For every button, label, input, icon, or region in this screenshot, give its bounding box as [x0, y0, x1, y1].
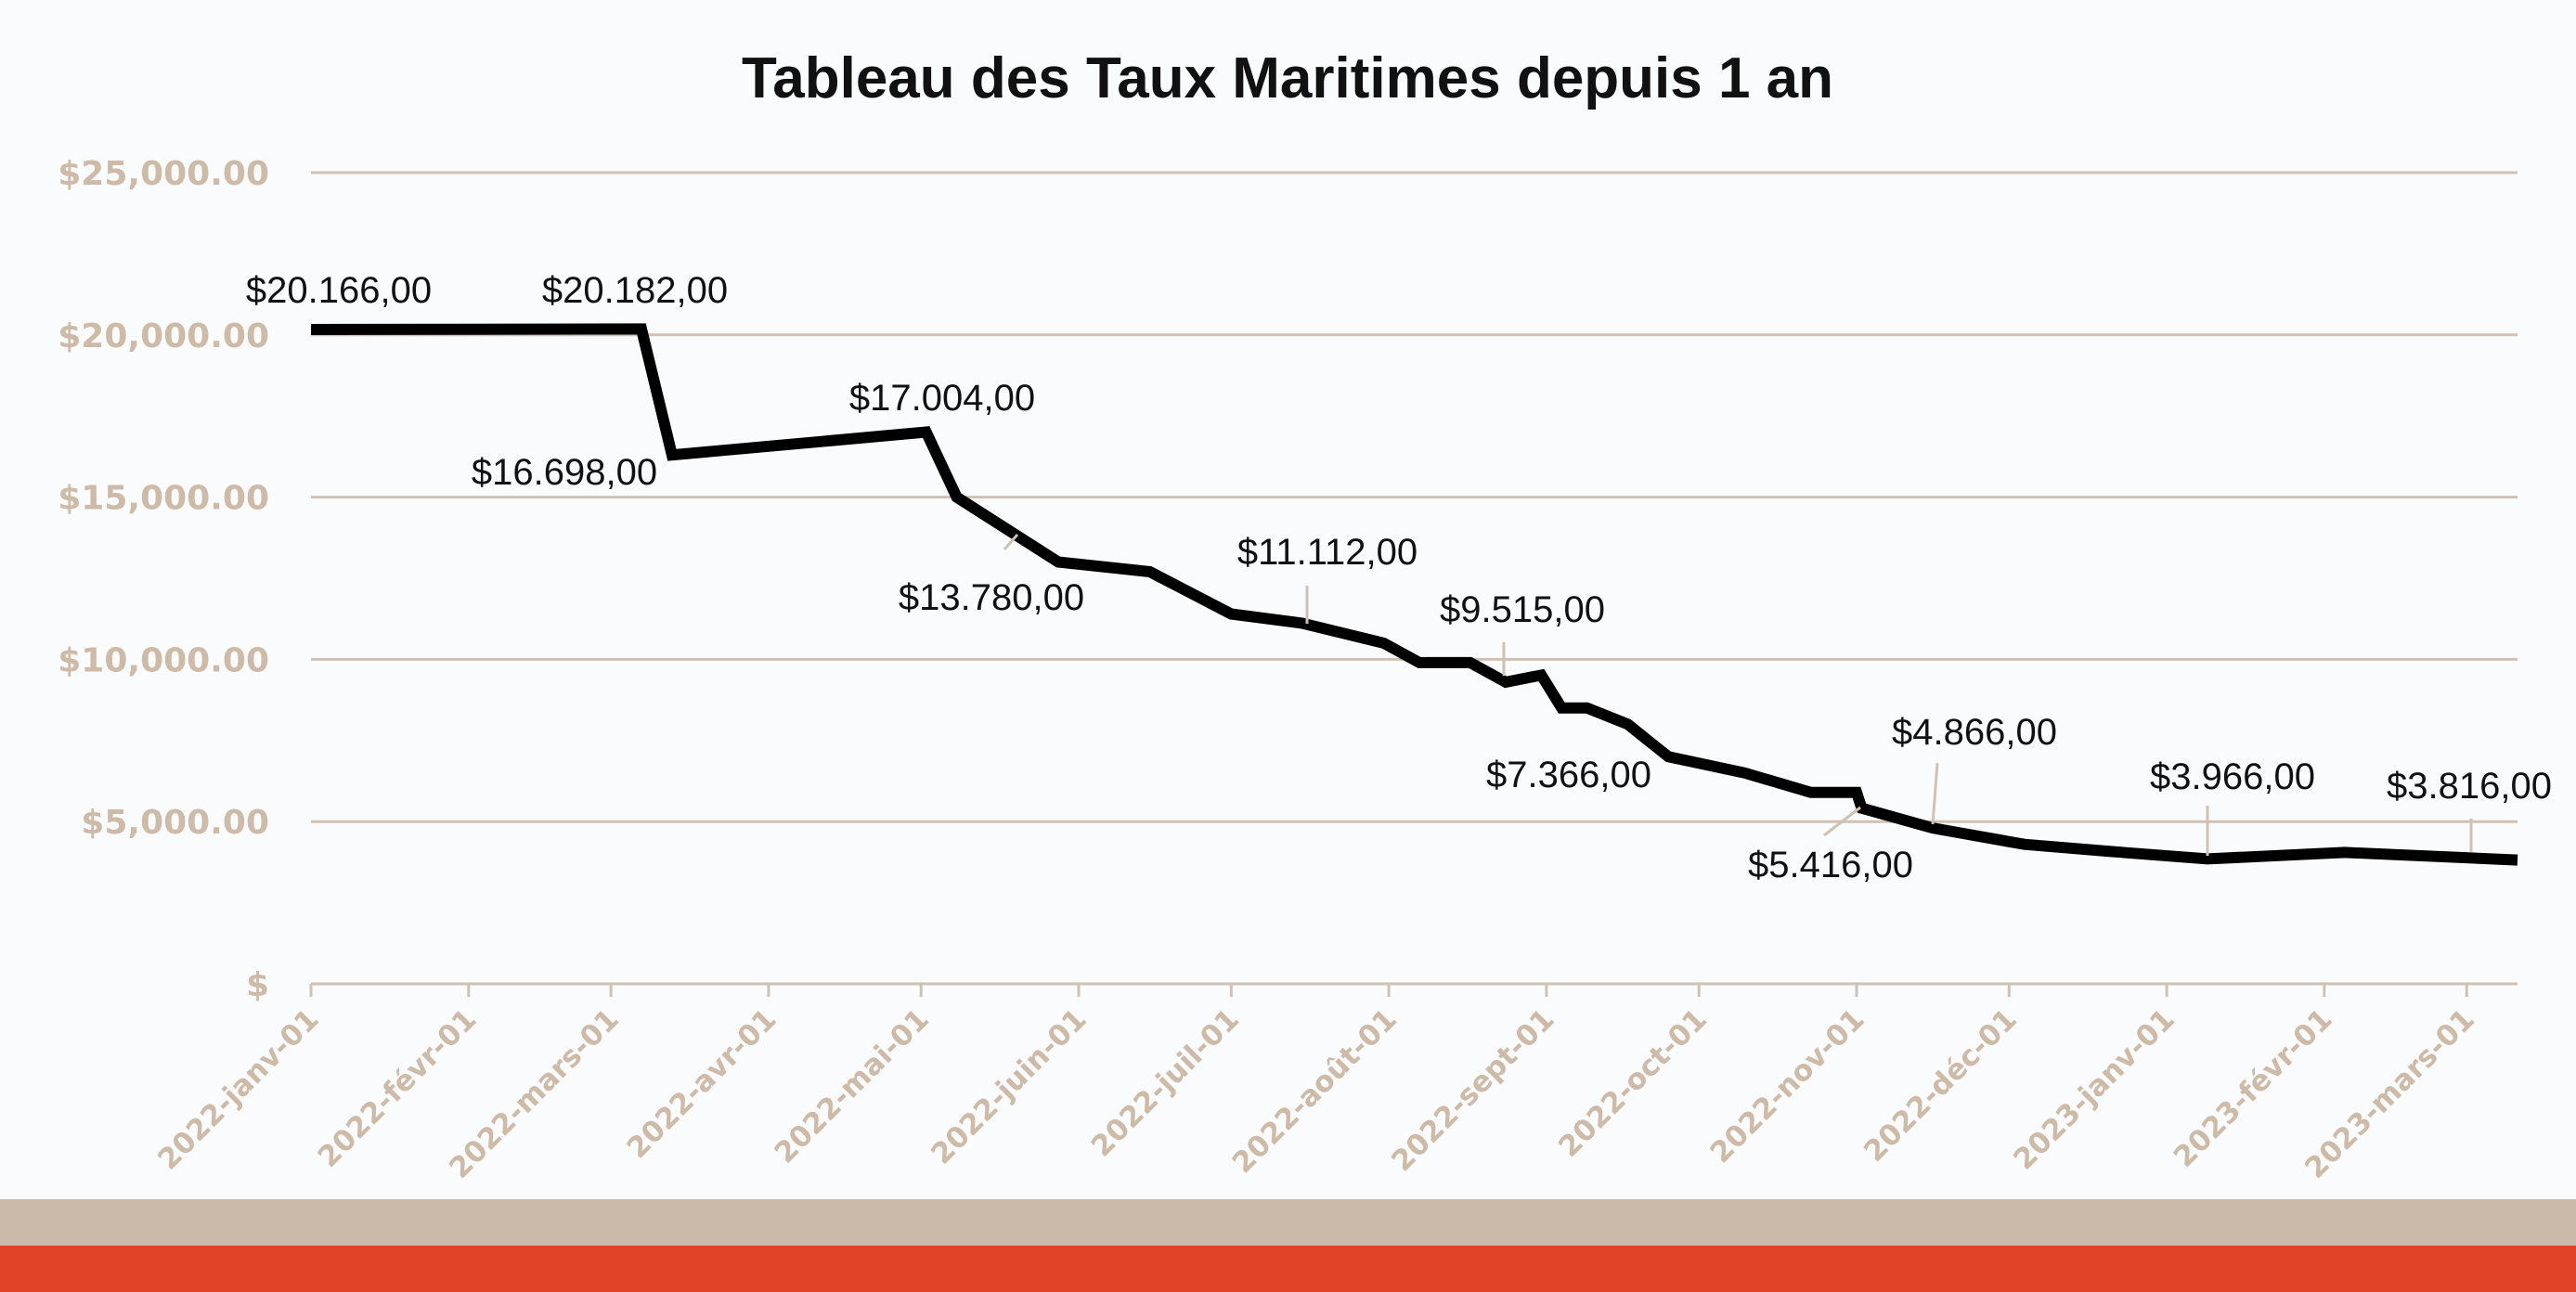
x-tick-label: 2023-janv-01 — [2007, 1002, 2181, 1176]
y-tick-label: $ — [246, 966, 269, 1004]
data-label: $11.112,00 — [1237, 532, 1417, 573]
data-label: $5.416,00 — [1748, 845, 1913, 885]
leader-line — [1823, 806, 1861, 837]
y-tick-label: $25,000.00 — [58, 155, 269, 193]
y-axis-tick-labels: $ $5,000.00 $10,000.00 $15,000.00 $20,000.00… — [58, 155, 269, 1004]
data-label: $9.515,00 — [1440, 589, 1605, 630]
data-labels: $20.166,00 $20.182,00 $16.698,00 $17.004,00… — [246, 270, 2552, 885]
data-label: $3.816,00 — [2387, 766, 2552, 807]
chart-title: Tableau des Taux Maritimes depuis 1 an — [742, 46, 1833, 110]
x-tick-label: 2022-janv-01 — [151, 1002, 325, 1176]
y-tick-label: $10,000.00 — [58, 641, 269, 679]
data-label: $4.866,00 — [1892, 712, 2057, 753]
footer-band-tan — [0, 1199, 2576, 1246]
x-tick-label: 2022-sept-01 — [1385, 1002, 1560, 1178]
data-label: $3.966,00 — [2150, 756, 2315, 797]
leader-line — [1003, 534, 1019, 550]
data-label: $16.698,00 — [472, 452, 657, 493]
series-layer — [310, 323, 2518, 866]
x-tick-label: 2022-juil-01 — [1085, 1002, 1246, 1163]
x-tick-label: 2022-nov-01 — [1704, 1002, 1871, 1169]
data-label: $13.780,00 — [899, 577, 1084, 618]
x-tick-label: 2022-août-01 — [1226, 1002, 1404, 1180]
x-tick-label: 2022-mai-01 — [769, 1002, 936, 1169]
data-label: $7.366,00 — [1486, 755, 1651, 795]
x-tick-label: 2022-oct-01 — [1552, 1002, 1714, 1164]
leader-lines — [1003, 534, 2473, 856]
y-tick-label: $20,000.00 — [58, 317, 269, 355]
x-axis — [309, 982, 2518, 997]
x-tick-label: 2022-juin-01 — [925, 1002, 1093, 1170]
x-tick-label: 2022-déc-01 — [1858, 1002, 2024, 1169]
data-label: $17.004,00 — [849, 378, 1035, 419]
footer-band-red — [0, 1246, 2576, 1292]
leader-line — [1931, 762, 1939, 825]
data-label: $20.166,00 — [246, 270, 432, 311]
grid-lines — [311, 171, 2518, 823]
y-tick-label: $15,000.00 — [58, 480, 269, 518]
data-label: $20.182,00 — [542, 270, 728, 311]
x-tick-label: 2022-avr-01 — [621, 1002, 783, 1165]
x-axis-tick-labels: 2022-janv-012022-févr-012022-mars-012022… — [151, 1002, 2481, 1185]
series-line-0 — [310, 323, 2518, 866]
y-tick-label: $5,000.00 — [81, 804, 269, 842]
